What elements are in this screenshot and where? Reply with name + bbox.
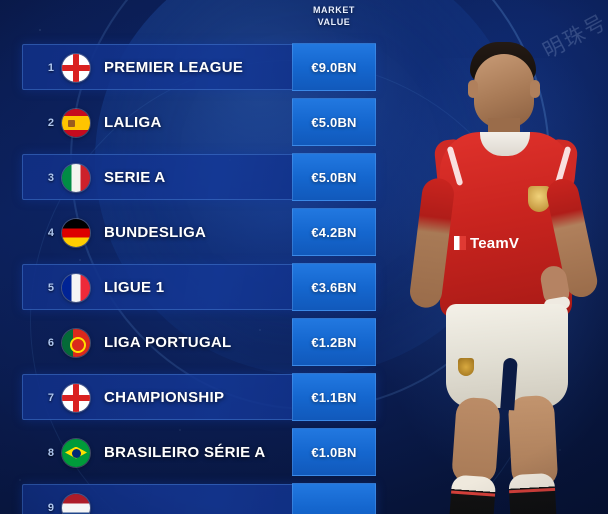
player-sleeve-stripe-right xyxy=(554,145,572,187)
table-row[interactable]: 4 BUNDESLIGA €4.2BN xyxy=(0,205,392,260)
table-row[interactable]: 1 PREMIER LEAGUE €9.0BN xyxy=(0,40,392,95)
player-shorts xyxy=(446,304,568,408)
market-value-header-line2: VALUE xyxy=(317,17,351,27)
player-neck xyxy=(488,118,520,148)
market-value-cell: €5.0BN xyxy=(292,98,376,146)
rank-number: 3 xyxy=(47,171,54,184)
table-row[interactable]: 8 BRASILEIRO SÉRIE A €1.0BN xyxy=(0,425,392,480)
market-value-cell: €1.0BN xyxy=(292,428,376,476)
table-row[interactable]: 9 xyxy=(0,480,392,514)
player-hair xyxy=(470,42,536,82)
market-value-cell: €1.2BN xyxy=(292,318,376,366)
flag-england-icon xyxy=(62,383,90,412)
flag-germany-icon xyxy=(62,218,90,247)
player-sock-right xyxy=(508,472,558,514)
market-value-cell: €4.2BN xyxy=(292,208,376,256)
player-collar xyxy=(480,132,530,156)
market-value-cell: €5.0BN xyxy=(292,153,376,201)
player-sponsor-label: TeamV xyxy=(470,235,520,252)
player-photo: TeamV xyxy=(362,28,608,514)
rank-number: 9 xyxy=(47,501,54,514)
league-ranking-list: 1 PREMIER LEAGUE €9.0BN 2 LALIGA €5.0BN 3 SERIE… xyxy=(0,40,392,514)
player-leg-left xyxy=(451,396,501,486)
player-shorts-crest xyxy=(458,358,474,376)
table-row[interactable]: 7 CHAMPIONSHIP €1.1BN xyxy=(0,370,392,425)
player-sock-left xyxy=(447,474,497,514)
rank-number: 4 xyxy=(47,226,54,239)
player-glow xyxy=(362,58,608,498)
player-head xyxy=(474,54,534,128)
player-hand xyxy=(538,264,572,308)
player-shorts-gap xyxy=(500,357,518,411)
rank-number: 1 xyxy=(47,61,54,74)
player-shoulder-right xyxy=(547,138,579,194)
player-club-crest xyxy=(528,186,550,212)
table-row[interactable]: 6 LIGA PORTUGAL €1.2BN xyxy=(0,315,392,370)
market-value-cell: €1.1BN xyxy=(292,373,376,421)
flag-france-icon xyxy=(62,273,90,302)
player-leg-right xyxy=(507,394,559,490)
watermark-text: 明珠号 xyxy=(538,9,608,64)
table-row[interactable]: 5 LIGUE 1 €3.6BN xyxy=(0,260,392,315)
player-arm-right xyxy=(543,175,601,301)
flag-brazil-icon xyxy=(62,438,90,467)
flag-england-icon xyxy=(62,53,90,82)
flag-italy-icon xyxy=(62,163,90,192)
player-arm-left xyxy=(408,176,456,310)
player-wristband xyxy=(543,295,571,313)
flag-spain-icon xyxy=(62,108,90,137)
player-ear-left xyxy=(468,80,478,98)
market-value-cell: €3.6BN xyxy=(292,263,376,311)
market-value-cell xyxy=(292,483,376,514)
flag-portugal-icon xyxy=(62,328,90,357)
market-value-header-line1: MARKET xyxy=(312,5,356,15)
player-shoulder-left xyxy=(433,138,465,194)
player-shirt-sponsor: TeamV xyxy=(454,234,540,254)
rank-number: 2 xyxy=(47,116,54,129)
rank-number: 6 xyxy=(47,336,54,349)
player-sleeve-stripe-left xyxy=(446,145,464,187)
player-shirt xyxy=(440,132,572,318)
player-ear-right xyxy=(530,80,540,98)
table-row[interactable]: 3 SERIE A €5.0BN xyxy=(0,150,392,205)
rank-number: 8 xyxy=(47,446,54,459)
rank-number: 7 xyxy=(47,391,54,404)
table-row[interactable]: 2 LALIGA €5.0BN xyxy=(0,95,392,150)
market-value-cell: €9.0BN xyxy=(292,43,376,91)
flag-netherlands-icon xyxy=(62,493,90,514)
rank-number: 5 xyxy=(47,281,54,294)
market-value-column-header: MARKET VALUE xyxy=(292,4,376,28)
